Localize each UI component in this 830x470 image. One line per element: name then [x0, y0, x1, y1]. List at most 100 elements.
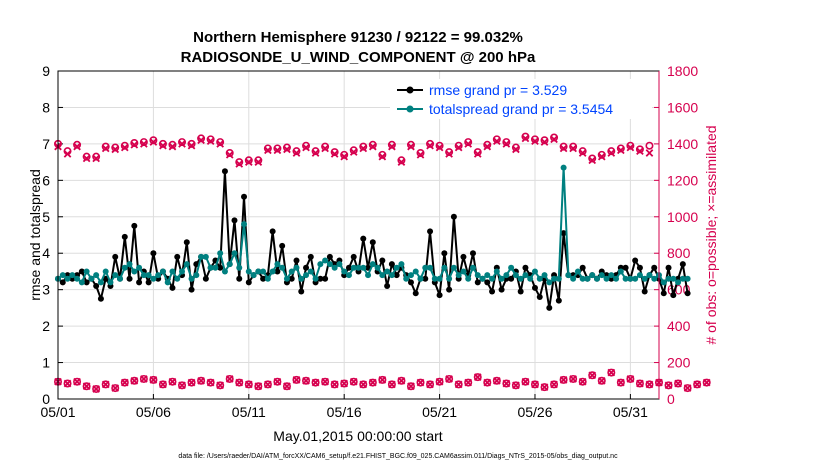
spread-series-point: [136, 264, 143, 271]
obs-possible-marker: [521, 377, 530, 386]
obs-possible-marker: [101, 142, 110, 151]
spread-series-point: [407, 272, 414, 279]
obs-assimilated-marker: [588, 371, 597, 380]
obs-possible-marker: [406, 140, 415, 149]
spread-series-point: [341, 268, 348, 275]
spread-series-point: [369, 261, 376, 268]
obs-assimilated-marker: [302, 376, 310, 385]
rmse-series-point: [536, 293, 543, 300]
rmse-series-point: [489, 288, 496, 295]
obs-assimilated-marker: [540, 383, 549, 391]
obs-possible-marker: [235, 378, 244, 387]
obs-assimilated-marker: [597, 376, 606, 385]
obs-assimilated-marker: [416, 150, 425, 159]
obs-assimilated-marker: [550, 135, 558, 144]
rmse-series-point: [78, 268, 85, 275]
spread-series-point: [279, 264, 286, 271]
spread-series-point: [393, 264, 400, 271]
obs-possible-marker: [368, 140, 377, 149]
obs-possible-marker: [197, 134, 206, 143]
obs-assimilated-marker: [426, 141, 434, 150]
spread-series-point: [670, 275, 677, 282]
obs-assimilated-marker: [435, 377, 444, 386]
spread-series-point: [169, 268, 176, 275]
obs-assimilated-marker: [483, 378, 492, 387]
obs-assimilated-marker: [254, 158, 263, 166]
obs-assimilated-marker: [187, 141, 196, 150]
obs-possible-marker: [426, 139, 435, 148]
obs-possible-marker: [349, 146, 358, 155]
obs-possible-marker: [368, 378, 377, 387]
spread-series-point: [145, 272, 152, 279]
y-right-tick-label: 200: [667, 355, 691, 371]
obs-assimilated-marker: [73, 142, 81, 151]
rmse-series-point: [412, 290, 419, 297]
obs-assimilated-marker: [550, 380, 558, 389]
obs-assimilated-marker: [645, 149, 654, 157]
rmse-series-point: [384, 283, 391, 290]
obs-assimilated-marker: [178, 140, 186, 148]
obs-possible-marker: [645, 380, 654, 389]
obs-assimilated-marker: [512, 145, 520, 154]
rmse-series-point: [322, 275, 329, 282]
y-right-tick-label: 800: [667, 245, 691, 261]
spread-series-point: [231, 250, 238, 257]
spread-series-point: [283, 275, 290, 282]
spread-series-point: [469, 264, 476, 271]
obs-assimilated-marker: [445, 375, 453, 383]
rmse-series-point: [279, 242, 286, 249]
rmse-series-point: [326, 253, 333, 260]
spread-series-point: [336, 261, 343, 268]
obs-assimilated-marker: [492, 376, 501, 385]
data-file-footer: data file: /Users/raeder/DAI/ATM_forcXX/…: [178, 453, 618, 460]
spread-series-point: [522, 272, 529, 279]
obs-assimilated-marker: [92, 154, 100, 163]
obs-possible-marker: [569, 374, 578, 383]
obs-possible-marker: [588, 371, 597, 380]
obs-assimilated-marker: [626, 375, 635, 383]
spread-series-point: [293, 264, 300, 271]
obs-possible-marker: [454, 141, 463, 150]
obs-possible-marker: [111, 143, 120, 152]
obs-assimilated-marker: [349, 377, 358, 386]
obs-assimilated-marker: [120, 378, 129, 387]
y-right-tick-label: 1600: [667, 99, 698, 115]
rmse-series-point: [632, 257, 639, 264]
obs-assimilated-marker: [63, 379, 72, 388]
x-tick-label: 05/06: [136, 404, 171, 420]
spread-series-point: [274, 261, 281, 268]
y-left-tick-label: 1: [42, 355, 50, 371]
rmse-series-point: [307, 253, 314, 260]
spread-series-point: [322, 257, 329, 264]
spread-series-point: [379, 272, 386, 279]
spread-series-point: [202, 253, 209, 260]
obs-assimilated-marker: [473, 150, 482, 158]
spread-series-point: [579, 275, 586, 282]
obs-assimilated-marker: [636, 147, 644, 156]
obs-possible-marker: [92, 384, 101, 393]
obs-possible-marker: [492, 376, 501, 385]
obs-possible-marker: [378, 150, 387, 159]
spread-series-point: [269, 268, 276, 275]
spread-series-point: [198, 253, 205, 260]
rmse-series-point: [112, 253, 119, 260]
obs-possible-marker: [530, 135, 539, 144]
obs-possible-marker: [569, 142, 578, 151]
obs-assimilated-marker: [378, 152, 387, 161]
obs-assimilated-marker: [82, 382, 91, 391]
obs-assimilated-marker: [254, 382, 263, 391]
obs-possible-marker: [473, 148, 482, 157]
spread-series-point: [298, 275, 305, 282]
legend-rmse-marker: [406, 86, 414, 94]
rmse-series-point: [474, 279, 481, 286]
rmse-series-point: [145, 279, 152, 286]
obs-assimilated-marker: [512, 381, 520, 390]
rmse-series-point: [260, 275, 267, 282]
spread-series-point: [350, 264, 357, 271]
rmse-series-point: [269, 228, 276, 235]
y-right-tick-label: 1200: [667, 172, 698, 188]
spread-series-point: [565, 272, 572, 279]
obs-assimilated-marker: [540, 138, 549, 146]
spread-series-point: [431, 275, 438, 282]
obs-possible-marker: [340, 379, 349, 388]
